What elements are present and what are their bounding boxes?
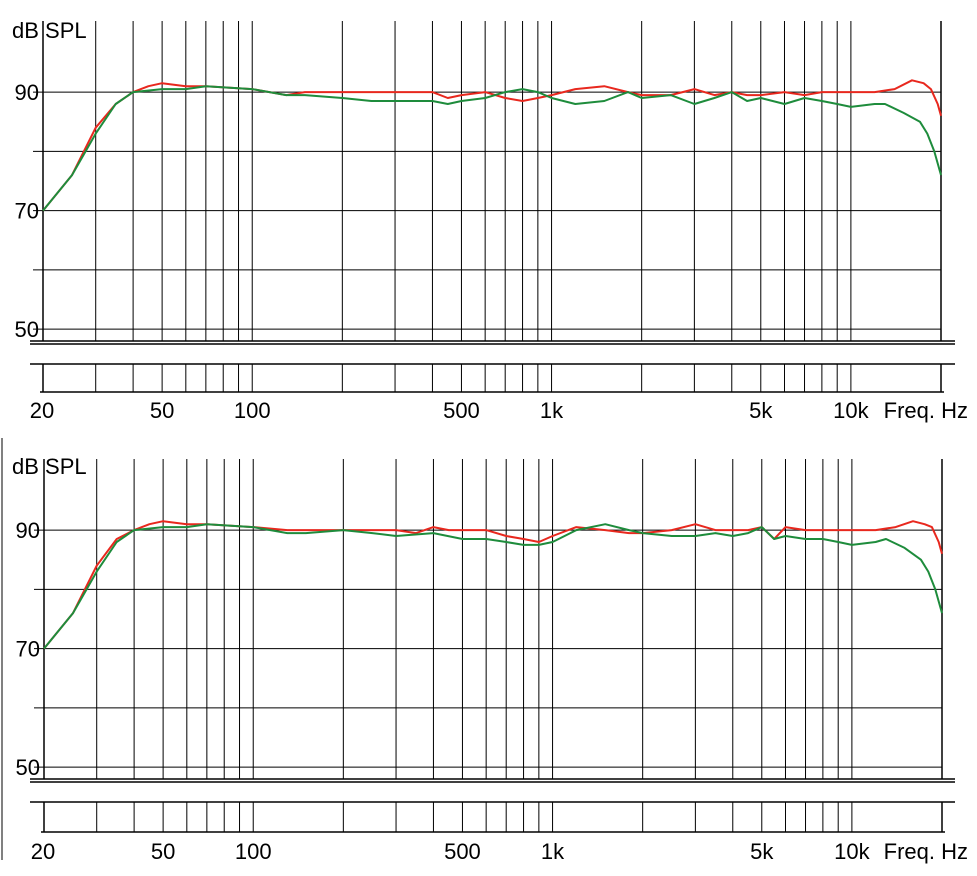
series-line-red bbox=[42, 79, 942, 212]
x-tick-label: 5k bbox=[750, 839, 774, 864]
x-tick-label: 50 bbox=[150, 398, 174, 423]
chart-panel-bottom: dB SPL Freq. Hz 90 70 50 20 50 100 500 1k 5k 10k bbox=[12, 454, 968, 864]
x-tick-label: 20 bbox=[30, 398, 54, 423]
y-axis-label: dB SPL bbox=[12, 18, 87, 43]
y-tick-label: 90 bbox=[15, 80, 39, 105]
x-tick-label: 500 bbox=[444, 839, 481, 864]
y-axis-label: dB SPL bbox=[12, 454, 87, 479]
y-tick-label: 70 bbox=[16, 637, 40, 662]
x-axis-label: Freq. Hz bbox=[884, 398, 968, 423]
x-tick-label: 10k bbox=[833, 398, 869, 423]
x-tick-label: 100 bbox=[234, 398, 271, 423]
y-tick-label: 90 bbox=[16, 518, 40, 543]
x-tick-label: 500 bbox=[443, 398, 480, 423]
y-tick-label: 70 bbox=[15, 199, 39, 224]
x-axis-label: Freq. Hz bbox=[884, 839, 968, 864]
series-line-green bbox=[42, 85, 942, 212]
x-tick-label: 10k bbox=[834, 839, 870, 864]
series-line-red bbox=[43, 520, 943, 650]
x-tick-label: 100 bbox=[235, 839, 272, 864]
x-tick-label: 1k bbox=[540, 398, 564, 423]
x-tick-label: 50 bbox=[151, 839, 175, 864]
series-line-green bbox=[43, 523, 943, 650]
chart-panel-top: dB SPL Freq. Hz 90 70 50 20 50 100 500 1k 5k 10k bbox=[12, 18, 968, 423]
y-tick-label: 50 bbox=[15, 317, 39, 342]
x-tick-label: 5k bbox=[749, 398, 773, 423]
x-tick-label: 1k bbox=[541, 839, 565, 864]
x-tick-label: 20 bbox=[31, 839, 55, 864]
y-tick-label: 50 bbox=[16, 755, 40, 780]
